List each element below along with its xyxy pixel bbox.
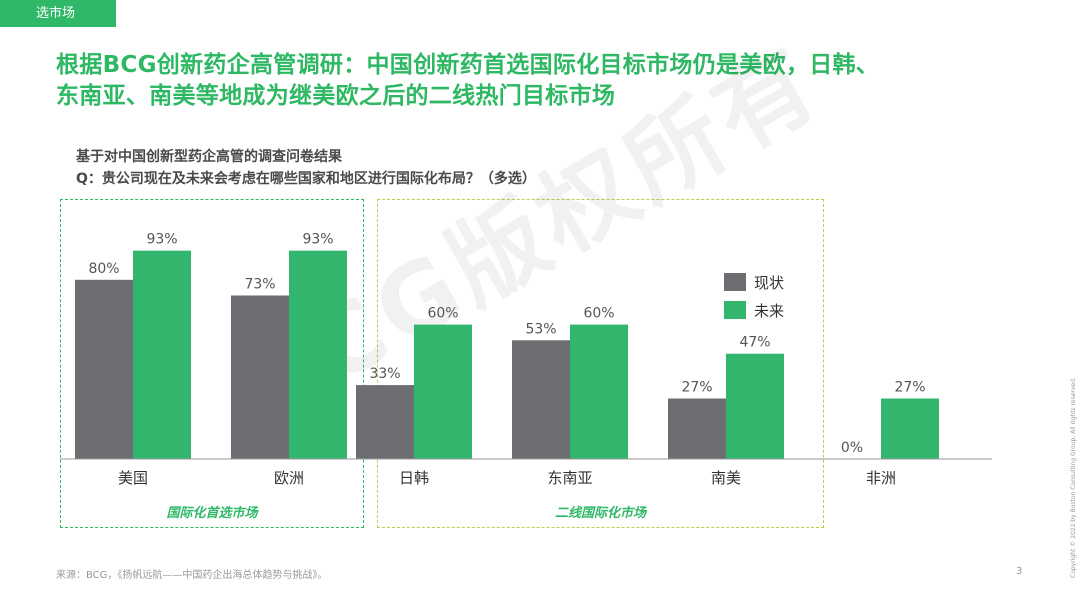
data-label-future-4: 47% [739, 335, 770, 351]
bar-future-3 [570, 324, 628, 459]
bar-current-2 [356, 385, 414, 459]
secondary-market-label: 二线国际化市场 [554, 506, 646, 521]
page-number: 3 [1016, 566, 1023, 577]
bar-future-5 [881, 398, 939, 459]
category-label-5: 非洲 [866, 469, 896, 487]
copyright-notice: Copyright © 2022 by Boston Consulting Gr… [1070, 377, 1077, 578]
category-label-2: 日韩 [399, 469, 429, 487]
data-label-current-0: 80% [88, 261, 119, 277]
bar-future-2 [414, 324, 472, 459]
legend-swatch-current [724, 273, 746, 291]
bar-future-1 [289, 250, 347, 459]
data-label-current-3: 53% [525, 321, 556, 337]
primary-market-group-box [60, 199, 364, 528]
source-footnote: 来源：BCG，《扬帆远航——中国药企出海总体趋势与挑战》。 [56, 570, 328, 581]
bar-future-4 [726, 353, 784, 459]
primary-market-label: 国际化首选市场 [166, 506, 258, 521]
survey-question: Q：贵公司现在及未来会考虑在哪些国家和地区进行国际化布局？（多选） [76, 171, 536, 187]
data-label-future-3: 60% [583, 306, 614, 322]
survey-basis: 基于对中国创新型药企高管的调查问卷结果 [76, 149, 342, 165]
page-title-line-2: 东南亚、南美等地成为继美欧之后的二线热门目标市场 [56, 83, 616, 109]
legend-label-current: 现状 [754, 274, 784, 292]
legend-label-future: 未来 [754, 302, 784, 320]
page-title-line-1: 根据BCG创新药企高管调研：中国创新药首选国际化目标市场仍是美欧，日韩、 [56, 52, 880, 78]
bar-current-4 [668, 398, 726, 459]
legend-swatch-future [724, 301, 746, 319]
data-label-current-4: 27% [681, 380, 712, 396]
data-label-future-5: 27% [894, 380, 925, 396]
survey-intro: 基于对中国创新型药企高管的调查问卷结果 Q：贵公司现在及未来会考虑在哪些国家和地… [76, 146, 536, 190]
data-label-current-2: 33% [369, 366, 400, 382]
data-label-future-0: 93% [146, 232, 177, 248]
bar-current-3 [512, 340, 570, 459]
category-label-0: 美国 [118, 469, 148, 487]
data-label-future-1: 93% [302, 232, 333, 248]
page-title: 根据BCG创新药企高管调研：中国创新药首选国际化目标市场仍是美欧，日韩、 东南亚… [56, 50, 1036, 112]
data-label-current-5: 0% [841, 440, 863, 456]
category-label-3: 东南亚 [547, 469, 592, 487]
category-label-4: 南美 [711, 469, 741, 487]
bar-future-0 [133, 250, 191, 459]
data-label-future-2: 60% [427, 306, 458, 322]
section-tag: 选市场 [0, 0, 116, 27]
data-label-current-1: 73% [244, 276, 275, 292]
category-label-1: 欧洲 [274, 469, 304, 487]
bar-current-0 [75, 279, 133, 459]
bar-current-1 [231, 295, 289, 459]
secondary-market-group-box [377, 199, 824, 528]
